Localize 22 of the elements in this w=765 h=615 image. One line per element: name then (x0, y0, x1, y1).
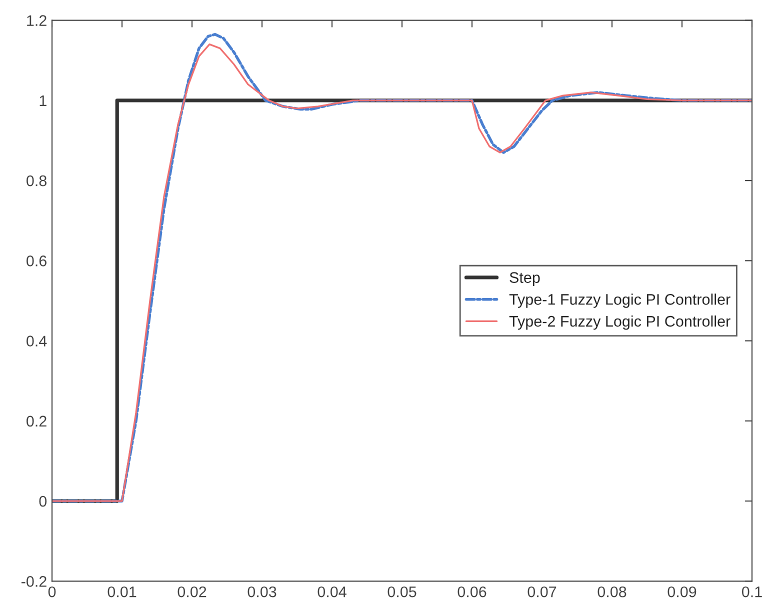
y-tick-label: 0.4 (26, 336, 47, 346)
x-tick-label: 0.02 (178, 586, 206, 598)
x-tick-label: 0.03 (248, 586, 276, 598)
legend-label: Type-2 Fuzzy Logic PI Controller (509, 315, 730, 330)
x-tick-label: 0.04 (318, 586, 346, 598)
x-tick-label: 0.07 (528, 586, 556, 598)
x-tick-label: 0 (48, 586, 56, 598)
y-tick-label: 0.2 (26, 416, 46, 427)
x-tick-label: 0.1 (742, 586, 762, 598)
x-tick-label: 0.06 (458, 586, 486, 598)
y-tick-label: 0.6 (26, 256, 46, 266)
y-tick-label: 0 (39, 496, 47, 507)
x-tick-label: 0.05 (388, 586, 416, 598)
legend-label: Step (510, 272, 540, 286)
legend-label: Type-1 Fuzzy Logic PI Controller (509, 294, 730, 308)
x-tick-label: 0.09 (668, 586, 696, 598)
y-tick-label: 1.2 (27, 15, 46, 26)
y-tick-label: -0.2 (22, 576, 46, 587)
y-tick-label: 1 (40, 95, 46, 106)
x-tick-label: 0.08 (598, 586, 626, 598)
y-tick-label: 0.8 (26, 175, 46, 186)
x-tick-label: 0.01 (108, 586, 136, 598)
